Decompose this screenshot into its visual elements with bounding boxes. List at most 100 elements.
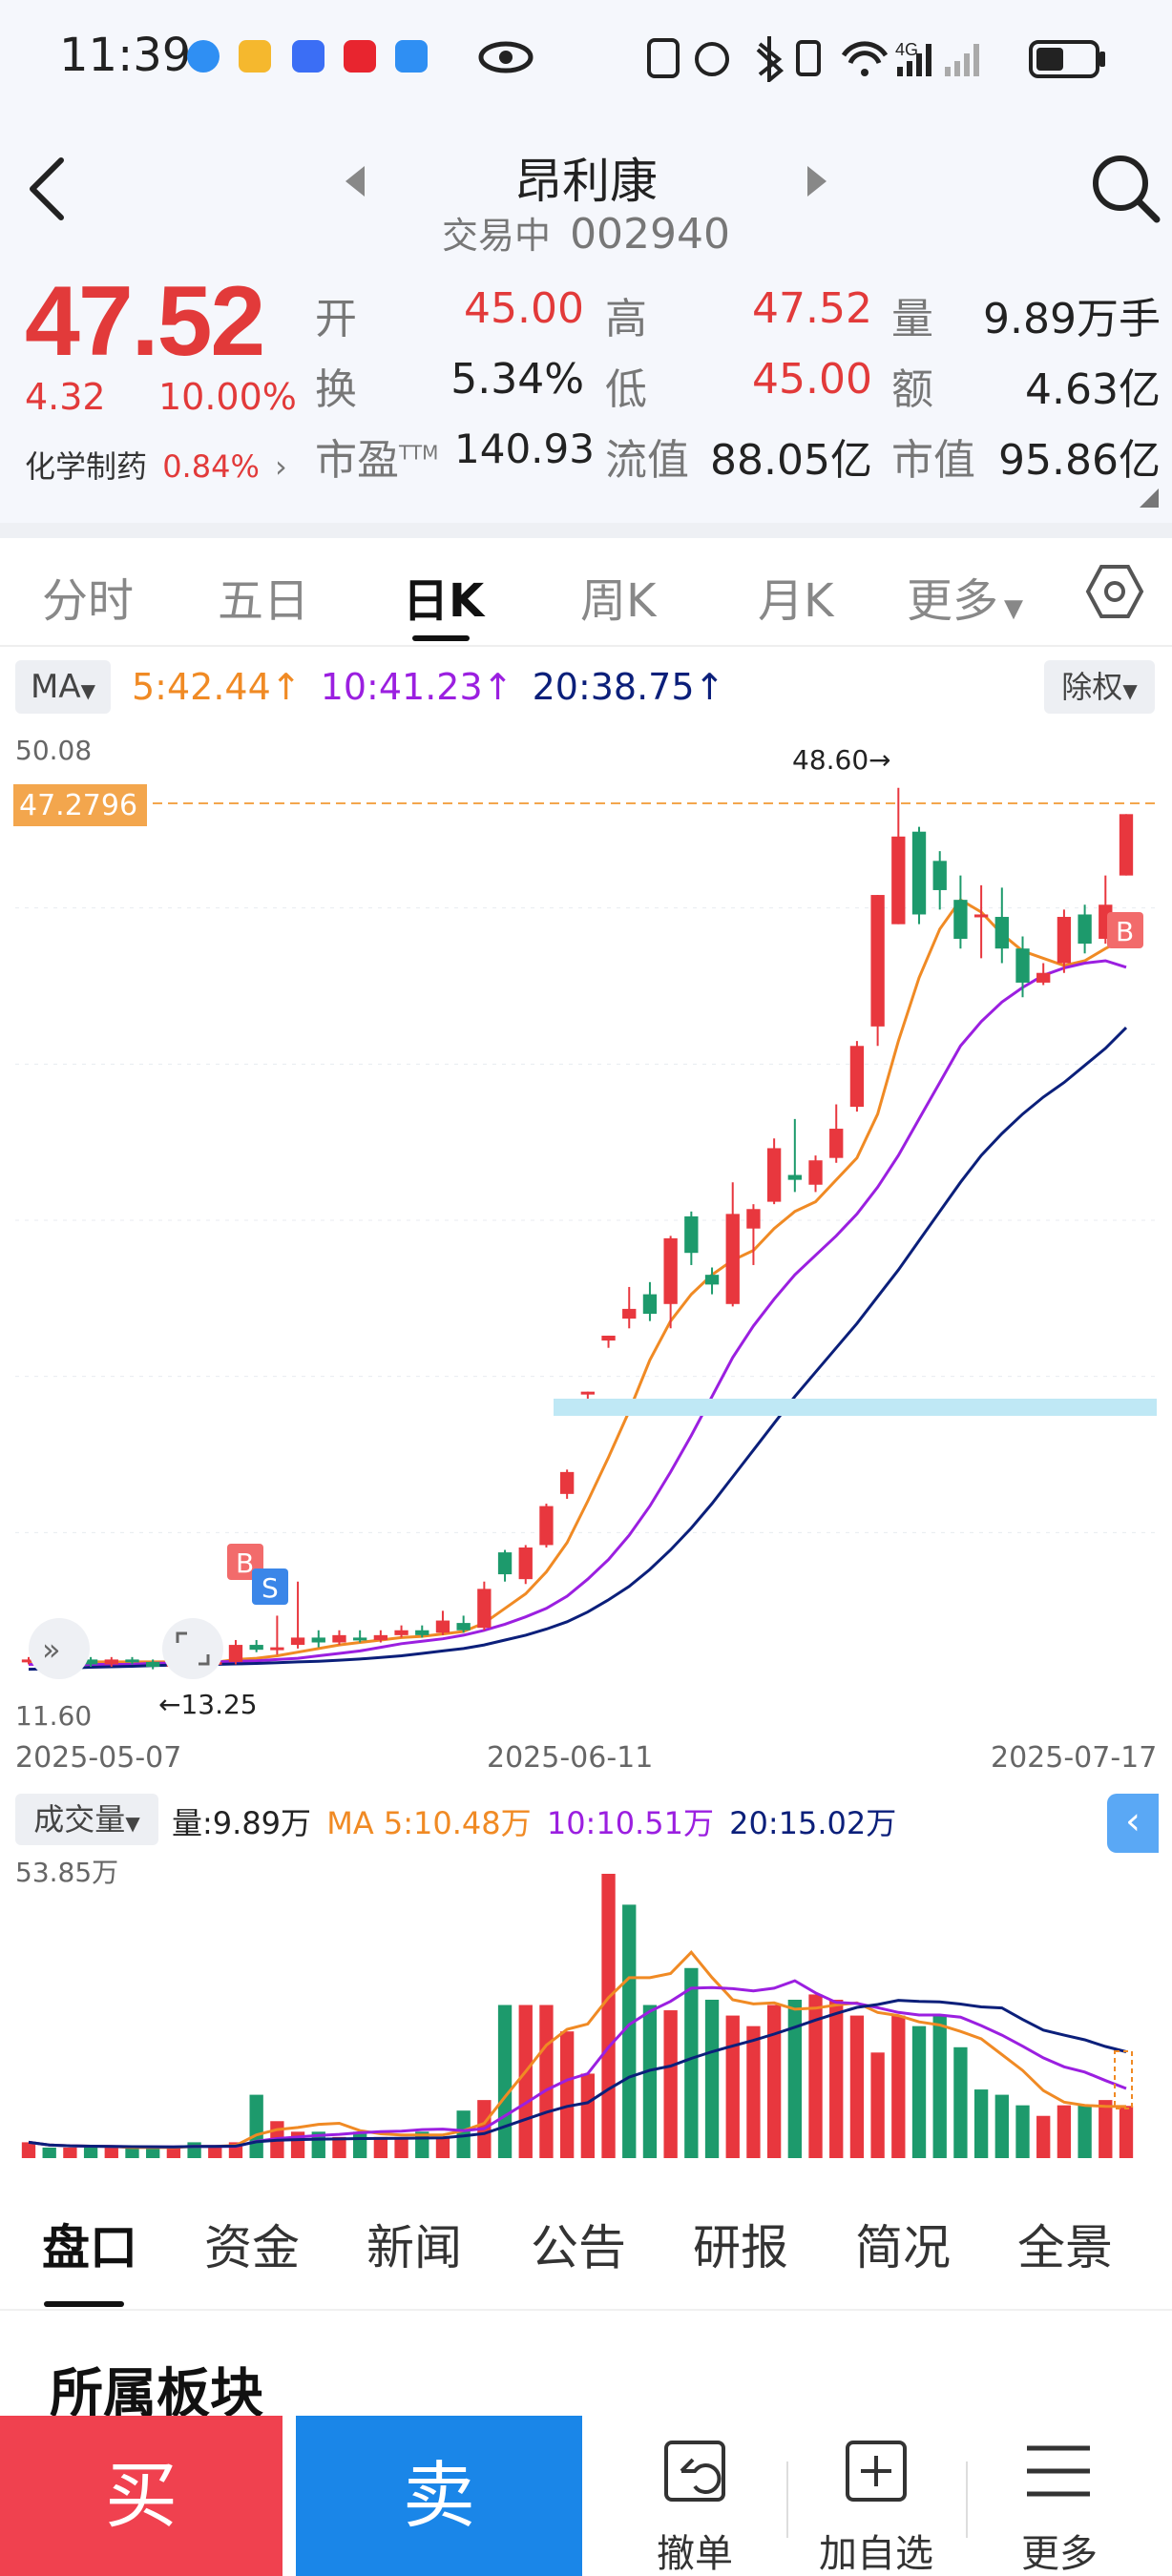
- volume-bar: [704, 1999, 720, 2158]
- candle-body: [249, 1645, 263, 1651]
- ma-indicator-button[interactable]: MA▼: [15, 660, 111, 714]
- candle-body: [415, 1630, 429, 1635]
- app-notification-icon: [344, 40, 376, 73]
- float-cap-value: 88.05亿: [710, 436, 872, 485]
- candle-body: [270, 1647, 284, 1651]
- tab-more[interactable]: 更多 ▼: [907, 574, 1024, 628]
- more-button[interactable]: 更多: [1021, 2532, 1098, 2576]
- candle-body: [994, 917, 1009, 949]
- volume-bar: [1078, 2105, 1092, 2158]
- ma20-value: 20:38.75↑: [532, 666, 725, 708]
- tab-profile[interactable]: 简况: [855, 2220, 951, 2275]
- turnover-value: 5.34%: [450, 355, 584, 404]
- buy-marker-bg: [1107, 912, 1143, 948]
- candle-body: [622, 1308, 637, 1319]
- volume-bar: [684, 1967, 699, 2158]
- back-button[interactable]: [23, 153, 71, 225]
- tab-capital-flow[interactable]: 资金: [204, 2220, 300, 2275]
- volume-bar: [1119, 2106, 1134, 2158]
- next-stock-icon[interactable]: [804, 162, 832, 200]
- volume-bar: [42, 2147, 56, 2158]
- divider: [0, 523, 1172, 538]
- collapse-panel-button[interactable]: ‹: [1107, 1794, 1159, 1853]
- adjust-mode-button[interactable]: 除权▼: [1044, 660, 1155, 714]
- volume-bar: [104, 2147, 118, 2158]
- volume-bar: [1099, 2100, 1113, 2158]
- volume-bar: [932, 2015, 947, 2158]
- ma5-value: 5:42.44↑: [132, 666, 302, 708]
- high-marker: 48.60→: [792, 744, 891, 776]
- fullscreen-button[interactable]: [162, 1618, 223, 1679]
- candle-body: [1036, 972, 1051, 983]
- plus-square-icon: [846, 2441, 907, 2502]
- price-change: 4.32: [25, 376, 106, 418]
- chevron-right-icon: ›: [275, 448, 287, 485]
- float-cap-label: 流值: [605, 436, 689, 485]
- volume-bar: [394, 2136, 408, 2158]
- pe-label: 市盈TTM: [315, 436, 439, 485]
- stock-subtitle: 交易中 002940: [0, 206, 1172, 259]
- undo-icon: [664, 2441, 725, 2502]
- candle-body: [83, 1659, 98, 1665]
- dropdown-arrow-icon: ▼: [1004, 594, 1024, 623]
- sector-link[interactable]: 化学制药 0.84% ›: [25, 443, 287, 487]
- x-axis-date-end: 2025-07-17: [991, 1741, 1157, 1775]
- expand-left-button[interactable]: [29, 1618, 90, 1679]
- candle-body: [104, 1659, 118, 1665]
- tab-research[interactable]: 研报: [693, 2220, 788, 2275]
- system-status-icons: 4G: [647, 36, 1105, 82]
- corner-arrow-icon: [1140, 488, 1159, 508]
- crosshair-label: 47.2796: [19, 789, 137, 822]
- cancel-order-button[interactable]: 撤单: [657, 2532, 733, 2576]
- sell-button[interactable]: 卖: [296, 2416, 582, 2576]
- volume-bar: [373, 2136, 388, 2158]
- buy-button[interactable]: 买: [0, 2416, 283, 2576]
- settings-hexagon-icon[interactable]: [1084, 561, 1145, 622]
- tab-overview[interactable]: 全景: [1017, 2220, 1113, 2275]
- trade-markers: B S B: [227, 912, 1143, 1605]
- volume-value: 9.89万手: [983, 295, 1161, 343]
- candle-body: [932, 861, 947, 890]
- candle-body: [125, 1659, 139, 1663]
- tab-intraday[interactable]: 分时: [42, 574, 135, 628]
- add-watchlist-button[interactable]: 加自选: [819, 2532, 933, 2576]
- candle-body: [559, 1471, 575, 1494]
- buy-marker: B: [236, 1548, 254, 1579]
- candle-body: [228, 1645, 243, 1662]
- svg-text:4G: 4G: [895, 40, 918, 59]
- search-icon[interactable]: [1088, 151, 1164, 227]
- sector-name: 化学制药: [25, 448, 148, 485]
- high-value: 47.52: [752, 284, 872, 333]
- volume-bar: [249, 2094, 263, 2158]
- volume-bar: [911, 2025, 927, 2158]
- app-notification-icon: [292, 40, 324, 73]
- candle-body: [911, 831, 927, 915]
- divider: [966, 2462, 968, 2538]
- candle-body: [539, 1506, 554, 1546]
- amount-value: 4.63亿: [1025, 365, 1161, 414]
- tab-weekly-k[interactable]: 周K: [580, 574, 657, 628]
- tab-order-book[interactable]: 盘口: [42, 2220, 137, 2275]
- tab-five-day[interactable]: 五日: [218, 574, 310, 628]
- volume-bar: [808, 1994, 823, 2158]
- candlestick-chart[interactable]: 47.2796 50.08 11.60 48.60→ ←13.25 B S B …: [0, 725, 1172, 1784]
- volume-bar: [663, 2010, 678, 2158]
- tab-monthly-k[interactable]: 月K: [758, 574, 834, 628]
- tab-daily-k[interactable]: 日K: [403, 574, 485, 628]
- volume-bar: [973, 2089, 989, 2158]
- volume-indicator-button[interactable]: 成交量▼: [15, 1794, 158, 1845]
- volume-bar: [1057, 2105, 1072, 2158]
- fullscreen-icon: [176, 1631, 210, 1666]
- candle-body: [973, 914, 989, 918]
- volume-bar: [497, 2005, 513, 2158]
- volume-bar: [601, 1874, 616, 2158]
- ma5-line: [29, 898, 1127, 1665]
- tab-news[interactable]: 新闻: [366, 2220, 462, 2275]
- candle-body: [766, 1148, 782, 1202]
- candle-body: [21, 1659, 36, 1663]
- volume-label: 量: [891, 295, 933, 343]
- volume-chart[interactable]: 53.85万: [0, 1855, 1172, 2170]
- candle-body: [870, 895, 885, 1027]
- tab-announcements[interactable]: 公告: [531, 2220, 626, 2275]
- prev-stock-icon[interactable]: [340, 162, 368, 200]
